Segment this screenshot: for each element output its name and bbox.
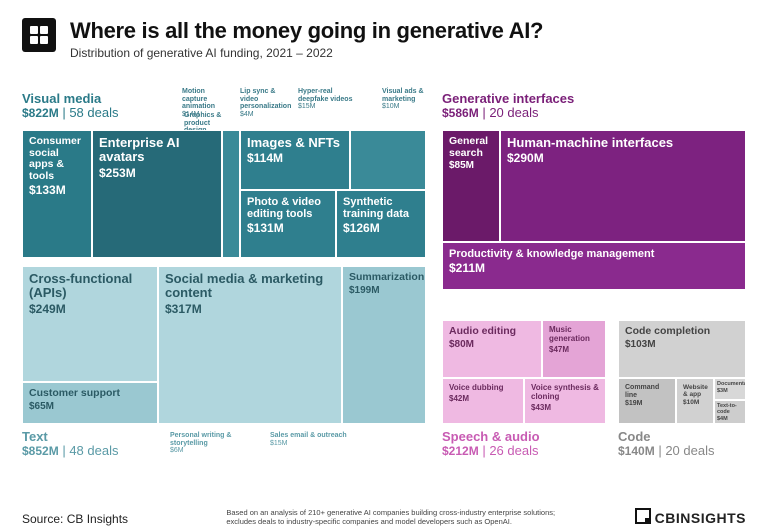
- header: Where is all the money going in generati…: [22, 18, 746, 60]
- cell-sp-music: Music generation$47M: [542, 320, 606, 378]
- cell-vm-images: Images & NFTs$114M: [240, 130, 350, 190]
- cell-vm-stripe1: [222, 130, 240, 258]
- cell-vm-synth: Synthetic training data$126M: [336, 190, 426, 258]
- group-label-speech: Speech & audio $212M | 26 deals: [442, 430, 540, 459]
- page-subtitle: Distribution of generative AI funding, 2…: [70, 46, 543, 60]
- callout-ads: Visual ads & marketing$10M: [382, 88, 426, 111]
- cell-vm-photo: Photo & video editing tools$131M: [240, 190, 336, 258]
- cell-cd-cli: Command line$19M: [618, 378, 676, 424]
- cell-vm-stripe2: [350, 130, 426, 190]
- cell-tx-support: Customer support$65M: [22, 382, 158, 424]
- cell-cd-t2c: Text-to-code$4M: [714, 400, 746, 424]
- page-title: Where is all the money going in generati…: [70, 18, 543, 44]
- group-label-gen-if: Generative interfaces $586M | 20 deals: [442, 92, 574, 121]
- group-label-code: Code $140M | 20 deals: [618, 430, 714, 459]
- source-text: Source: CB Insights: [22, 512, 128, 526]
- cell-sp-dub: Voice dubbing$42M: [442, 378, 524, 424]
- treemap-chart: Visual media $822M | 58 deals Motion cap…: [22, 92, 746, 484]
- cell-vm-consumer: Consumer social apps & tools$133M: [22, 130, 92, 258]
- callout-deepfake: Hyper-real deepfake videos$15M: [298, 88, 356, 111]
- cell-vm-avatars: Enterprise AI avatars$253M: [92, 130, 222, 258]
- footer: Source: CB Insights Based on an analysis…: [22, 508, 746, 526]
- group-label-visual-media: Visual media $822M | 58 deals: [22, 92, 118, 121]
- group-label-text: Text $852M | 48 deals: [22, 430, 118, 459]
- brand-logo: CBINSIGHTS: [635, 508, 746, 526]
- cell-tx-apis: Cross-functional (APIs)$249M: [22, 266, 158, 382]
- cell-gi-search: General search$85M: [442, 130, 500, 242]
- cell-tx-social: Social media & marketing content$317M: [158, 266, 342, 424]
- logo-icon: [22, 18, 56, 52]
- callout-lipsync: Lip sync & video personalization$4M: [240, 88, 290, 119]
- footnote: Based on an analysis of 210+ generative …: [226, 508, 586, 526]
- cell-sp-synth: Voice synthesis & cloning$43M: [524, 378, 606, 424]
- cell-gi-prod: Productivity & knowledge management$211M: [442, 242, 746, 290]
- cell-gi-hmi: Human-machine interfaces$290M: [500, 130, 746, 242]
- cell-sp-edit: Audio editing$80M: [442, 320, 542, 378]
- cell-cd-comp: Code completion$103M: [618, 320, 746, 378]
- callout-sales: Sales email & outreach$15M: [270, 432, 350, 447]
- cell-tx-summ: Summarization$199M: [342, 266, 426, 424]
- cell-cd-doc: Documentation$3M: [714, 378, 746, 400]
- cell-cd-web: Website & app$10M: [676, 378, 714, 424]
- callout-writing: Personal writing & storytelling$6M: [170, 432, 260, 455]
